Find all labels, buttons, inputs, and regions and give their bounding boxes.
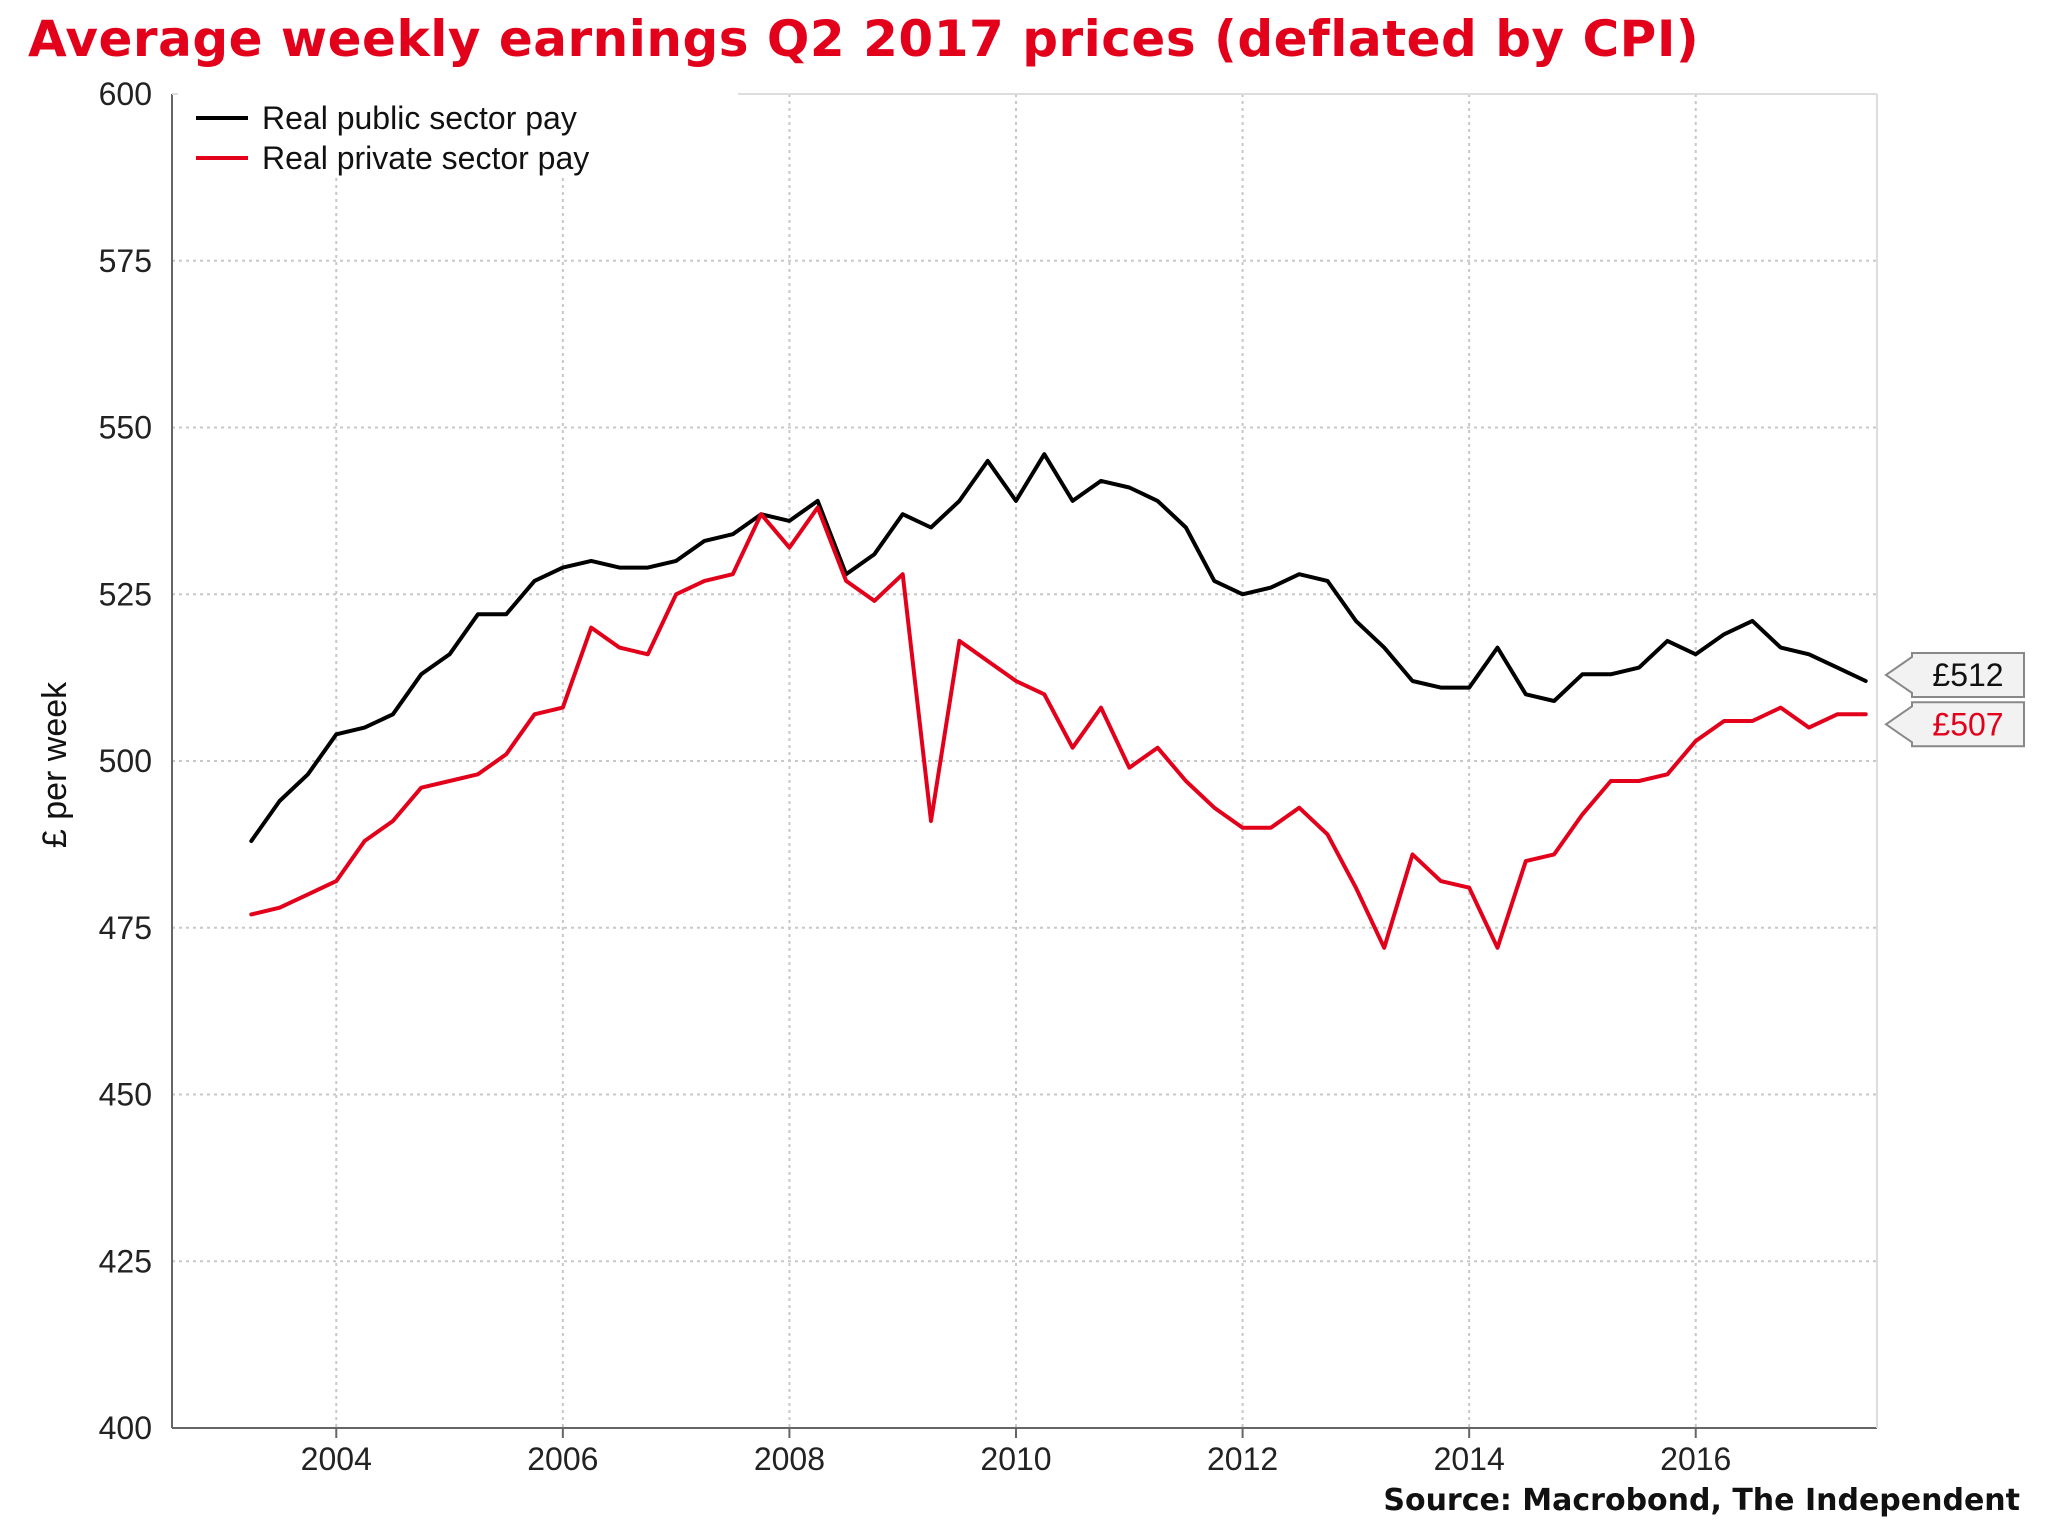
end-label: £512 [1932,657,2003,693]
x-tick-label: 2010 [980,1441,1051,1477]
end-label: £507 [1932,706,2003,742]
legend: Real public sector pay Real private secto… [178,86,738,176]
legend-label: Real private sector pay [262,140,589,176]
y-tick-label: 500 [99,743,152,779]
x-tick-label: 2016 [1660,1441,1731,1477]
series-lines [249,452,1868,950]
series-line-private [249,505,1868,950]
grid [172,93,1877,1429]
legend-background [178,86,738,174]
source-note: Source: Macrobond, The Independent [1383,1483,2020,1518]
chart-title: Average weekly earnings Q2 2017 prices (… [28,10,1700,68]
y-axis-title: £ per week [36,681,74,848]
axis-ticks: 400 425 450 475 500 525 550 575 600 2004 2006 2008 2… [99,76,1732,1477]
y-tick-label: 550 [99,410,152,446]
x-tick-label: 2012 [1207,1441,1278,1477]
x-tick-label: 2004 [301,1441,372,1477]
y-tick-label: 575 [99,243,152,279]
x-tick-label: 2008 [754,1441,825,1477]
end-label-box [1884,701,2025,748]
y-tick-label: 425 [99,1243,152,1279]
x-tick-label: 2014 [1434,1441,1505,1477]
end-label-box [1884,651,2025,698]
end-labels: £512 £507 [1884,651,2025,748]
x-tick-label: 2006 [527,1441,598,1477]
legend-label: Real public sector pay [262,100,577,136]
y-tick-label: 475 [99,910,152,946]
y-tick-label: 600 [99,76,152,112]
y-tick-label: 450 [99,1077,152,1113]
y-tick-label: 400 [99,1410,152,1446]
series-line-public [249,452,1868,843]
y-tick-label: 525 [99,576,152,612]
